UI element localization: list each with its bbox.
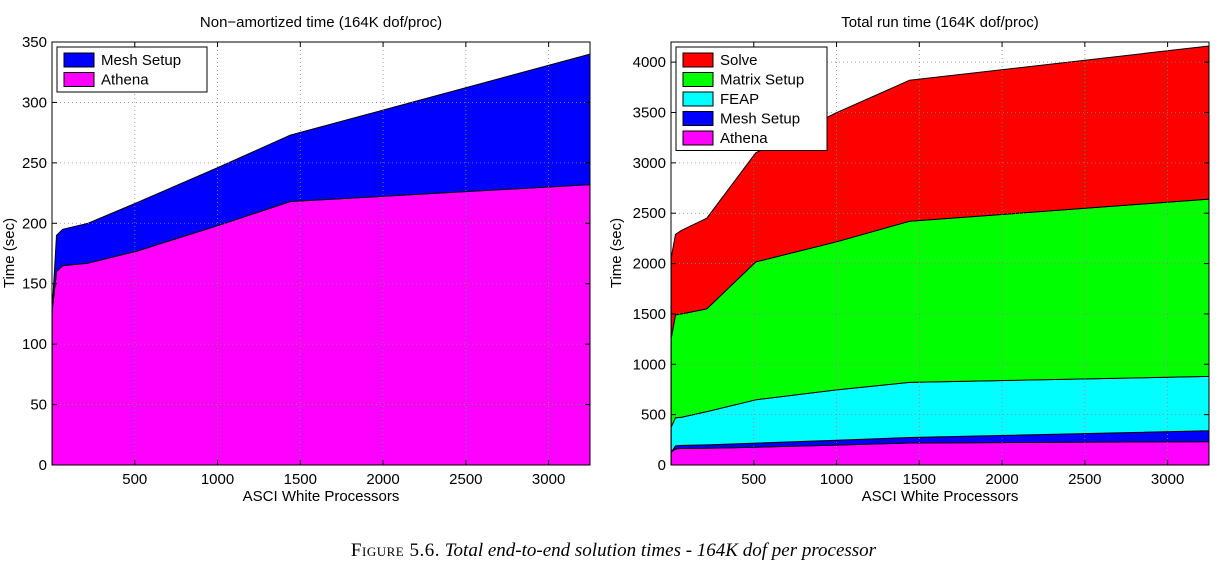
y-tick-label: 100 bbox=[22, 336, 47, 353]
y-tick-label: 300 bbox=[22, 94, 47, 111]
x-tick-label: 3000 bbox=[1151, 471, 1184, 488]
axis-ticks: 500 1000 1500 2000 2500 3000 0 50 100 150 200 250 30… bbox=[22, 34, 590, 488]
y-tick-label: 1000 bbox=[633, 356, 666, 373]
legend-label-athena: Athena bbox=[720, 130, 768, 147]
x-tick-label: 3000 bbox=[532, 471, 565, 488]
x-tick-label: 1000 bbox=[201, 471, 234, 488]
figure-caption: Figure 5.6. Total end-to-end solution ti… bbox=[0, 540, 1227, 562]
y-tick-label: 250 bbox=[22, 155, 47, 172]
x-tick-label: 500 bbox=[741, 471, 766, 488]
x-axis-label: ASCI White Processors bbox=[243, 488, 400, 505]
legend-label-mesh-setup: Mesh Setup bbox=[720, 111, 800, 128]
legend-swatch-athena bbox=[63, 72, 95, 87]
legend-label-mesh-setup: Mesh Setup bbox=[101, 52, 181, 69]
chart-title: Non−amortized time (164K dof/proc) bbox=[200, 14, 442, 31]
x-tick-label: 2500 bbox=[1068, 471, 1101, 488]
legend-label-athena: Athena bbox=[101, 72, 149, 89]
area-layers bbox=[670, 45, 1210, 466]
legend: Mesh Setup Athena bbox=[56, 46, 208, 93]
x-tick-label: 1500 bbox=[284, 471, 317, 488]
y-tick-label: 0 bbox=[658, 457, 666, 474]
legend: Solve Matrix Setup FEAP Mesh Setup Athena bbox=[675, 46, 828, 151]
legend-swatch-solve bbox=[682, 52, 714, 68]
y-tick-label: 3000 bbox=[633, 155, 666, 172]
x-tick-label: 2500 bbox=[449, 471, 482, 488]
chart-non-amortized: Non−amortized time (164K dof/proc) Time … bbox=[1, 14, 591, 505]
chart-total-run-time: Total run time (164K dof/proc) Time (sec… bbox=[608, 14, 1210, 505]
axis-ticks: 500 1000 1500 2000 2500 3000 0 500 1000 1500 2000 2… bbox=[633, 42, 1209, 488]
legend-swatch-mesh-setup bbox=[63, 52, 95, 68]
x-tick-label: 1500 bbox=[903, 471, 936, 488]
legend-swatch-feap bbox=[682, 91, 714, 107]
y-tick-label: 1500 bbox=[633, 306, 666, 323]
y-axis-label: Time (sec) bbox=[1, 218, 18, 288]
x-tick-label: 2000 bbox=[366, 471, 399, 488]
legend-swatch-athena bbox=[682, 130, 714, 146]
legend-swatch-matrix-setup bbox=[682, 72, 714, 87]
plot-frame bbox=[670, 41, 1210, 466]
y-tick-label: 200 bbox=[22, 215, 47, 232]
y-tick-label: 150 bbox=[22, 276, 47, 293]
chart-title: Total run time (164K dof/proc) bbox=[841, 14, 1039, 31]
legend-label-feap: FEAP bbox=[720, 91, 759, 108]
y-tick-label: 500 bbox=[641, 407, 666, 424]
y-tick-label: 4000 bbox=[633, 54, 666, 71]
y-tick-label: 2000 bbox=[633, 256, 666, 273]
y-tick-label: 3500 bbox=[633, 105, 666, 122]
x-tick-label: 1000 bbox=[820, 471, 853, 488]
y-tick-label: 350 bbox=[22, 34, 47, 51]
x-axis-label: ASCI White Processors bbox=[862, 488, 1019, 505]
y-axis-label: Time (sec) bbox=[608, 218, 625, 288]
caption-text: Total end-to-end solution times - 164K d… bbox=[444, 540, 877, 561]
x-tick-label: 500 bbox=[122, 471, 147, 488]
plot-frame bbox=[51, 41, 591, 466]
legend-label-matrix-setup: Matrix Setup bbox=[720, 72, 804, 89]
caption-label: Figure 5.6. bbox=[350, 540, 440, 561]
area-layers bbox=[51, 53, 591, 466]
y-tick-label: 50 bbox=[30, 397, 47, 414]
legend-swatch-mesh-setup bbox=[682, 111, 714, 126]
y-tick-label: 2500 bbox=[633, 205, 666, 222]
y-tick-label: 0 bbox=[39, 457, 47, 474]
legend-label-solve: Solve bbox=[720, 52, 758, 69]
x-tick-label: 2000 bbox=[985, 471, 1018, 488]
